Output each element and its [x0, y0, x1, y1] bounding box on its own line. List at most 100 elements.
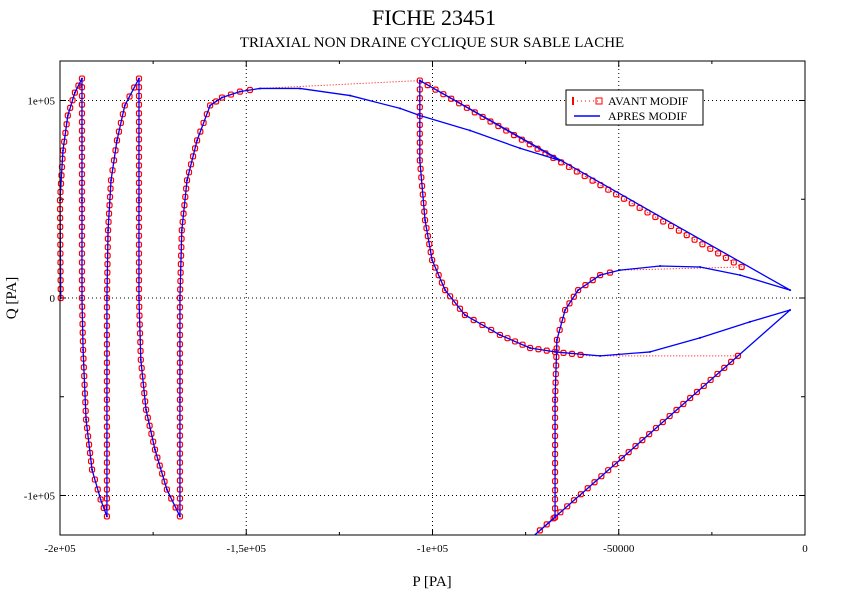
series-avant-marker [582, 281, 589, 289]
series-avant-marker [218, 94, 226, 101]
series-avant-marker [519, 341, 526, 348]
series-apres-point [469, 129, 472, 132]
series-avant-marker [646, 430, 653, 438]
series-apres-point [153, 448, 156, 451]
series-avant-marker [675, 227, 682, 234]
series-avant-marker [707, 376, 714, 384]
series-avant-marker [699, 241, 706, 248]
series-apres-point [73, 91, 76, 94]
series-apres-point [105, 297, 108, 299]
series-avant-marker [605, 467, 612, 474]
series-apres-point [558, 159, 561, 162]
series-avant-marker [721, 364, 728, 372]
series-apres-point [519, 147, 522, 150]
series-avant-marker [570, 293, 577, 300]
series-avant-marker [438, 279, 446, 286]
chart-subtitle: TRIAXIAL NON DRAINE CYCLIQUE SUR SABLE L… [240, 35, 624, 51]
series-apres-point [444, 289, 447, 292]
series-apres-point [577, 289, 580, 292]
series-avant-marker [212, 98, 220, 105]
series-avant-marker [451, 299, 459, 306]
grid [60, 61, 805, 535]
series-avant-marker [203, 111, 210, 118]
series-avant-marker [577, 491, 584, 498]
series-apres-point [80, 199, 83, 202]
series-avant-marker [504, 335, 511, 342]
series-apres-point [85, 418, 88, 421]
series-avant-marker [168, 495, 175, 502]
series-avant-marker [730, 259, 737, 266]
series-avant-marker [625, 449, 632, 456]
series-apres-point [105, 398, 108, 401]
series-avant-marker [69, 97, 76, 104]
series-apres-point [180, 229, 183, 232]
series-avant-marker [660, 218, 667, 225]
series-apres-point [555, 338, 558, 341]
series-apres-point [698, 336, 701, 339]
series-avant-marker [722, 254, 730, 261]
plot-area [56, 75, 792, 535]
series-apres-point [298, 87, 301, 90]
series-avant-marker [488, 326, 495, 334]
series-avant-marker [693, 388, 701, 396]
series-apres-point [91, 468, 94, 471]
series-avant-marker [687, 394, 694, 402]
x-axis-label: P [PA] [412, 574, 451, 590]
series-avant-marker [667, 222, 675, 230]
series-avant-marker [652, 424, 660, 432]
series-apres-point [139, 358, 142, 361]
series-apres-point [80, 297, 83, 299]
series-avant-marker [440, 91, 447, 98]
series-apres-point [649, 350, 652, 353]
series-avant-marker [683, 232, 690, 239]
series-apres-point [107, 229, 110, 232]
series-apres-point [618, 269, 621, 272]
series-apres-point [110, 179, 113, 182]
series-apres-point [418, 114, 421, 117]
series-apres-line [60, 77, 791, 535]
series-avant-marker [738, 263, 745, 271]
series-apres-point [238, 90, 241, 93]
series-avant-marker [707, 245, 714, 252]
x-tick-label: -1,5e+05 [227, 543, 267, 555]
series-avant-marker [207, 102, 214, 109]
series-avant-marker [432, 86, 439, 93]
series-avant-marker [639, 437, 646, 444]
series-avant-marker [559, 316, 566, 324]
legend-avant-label: AVANT MODIF [608, 94, 689, 108]
series-apres-point [66, 114, 69, 117]
series-avant-marker [598, 473, 605, 480]
series-apres-point [554, 398, 557, 401]
series-avant-marker [691, 236, 698, 243]
series-avant-marker [456, 305, 464, 312]
chart-title: FICHE 23451 [372, 5, 496, 30]
series-avant-marker [557, 509, 564, 516]
series-apres-point [564, 309, 567, 312]
legend: AVANT MODIF APRES MODIF [565, 89, 704, 126]
series-apres-point [554, 350, 557, 353]
series-apres-point [418, 159, 421, 162]
series-apres-point [82, 348, 85, 351]
series-apres-point [165, 488, 168, 491]
series-avant-marker [584, 485, 591, 492]
series-apres-point [599, 274, 602, 277]
y-axis-label: Q [PA] [4, 277, 20, 319]
series-avant-marker [673, 406, 680, 414]
series-avant-marker [700, 382, 707, 390]
series-avant-marker [734, 352, 742, 359]
series-apres-point [554, 516, 557, 519]
series-apres-point [99, 498, 102, 501]
series-apres-point [748, 320, 751, 323]
legend-apres-label: APRES MODIF [608, 109, 687, 123]
series-avant-marker [424, 81, 431, 89]
series-apres-point [418, 79, 421, 82]
series-avant-marker [91, 476, 98, 483]
series-avant-marker [455, 100, 463, 107]
series-avant-marker [550, 515, 557, 522]
series-apres-point [123, 104, 126, 107]
series-apres-point [80, 77, 83, 80]
legend-box [565, 89, 704, 126]
series-avant-marker [432, 264, 439, 271]
series-avant-marker [71, 89, 79, 96]
series-avant-marker [715, 250, 722, 257]
